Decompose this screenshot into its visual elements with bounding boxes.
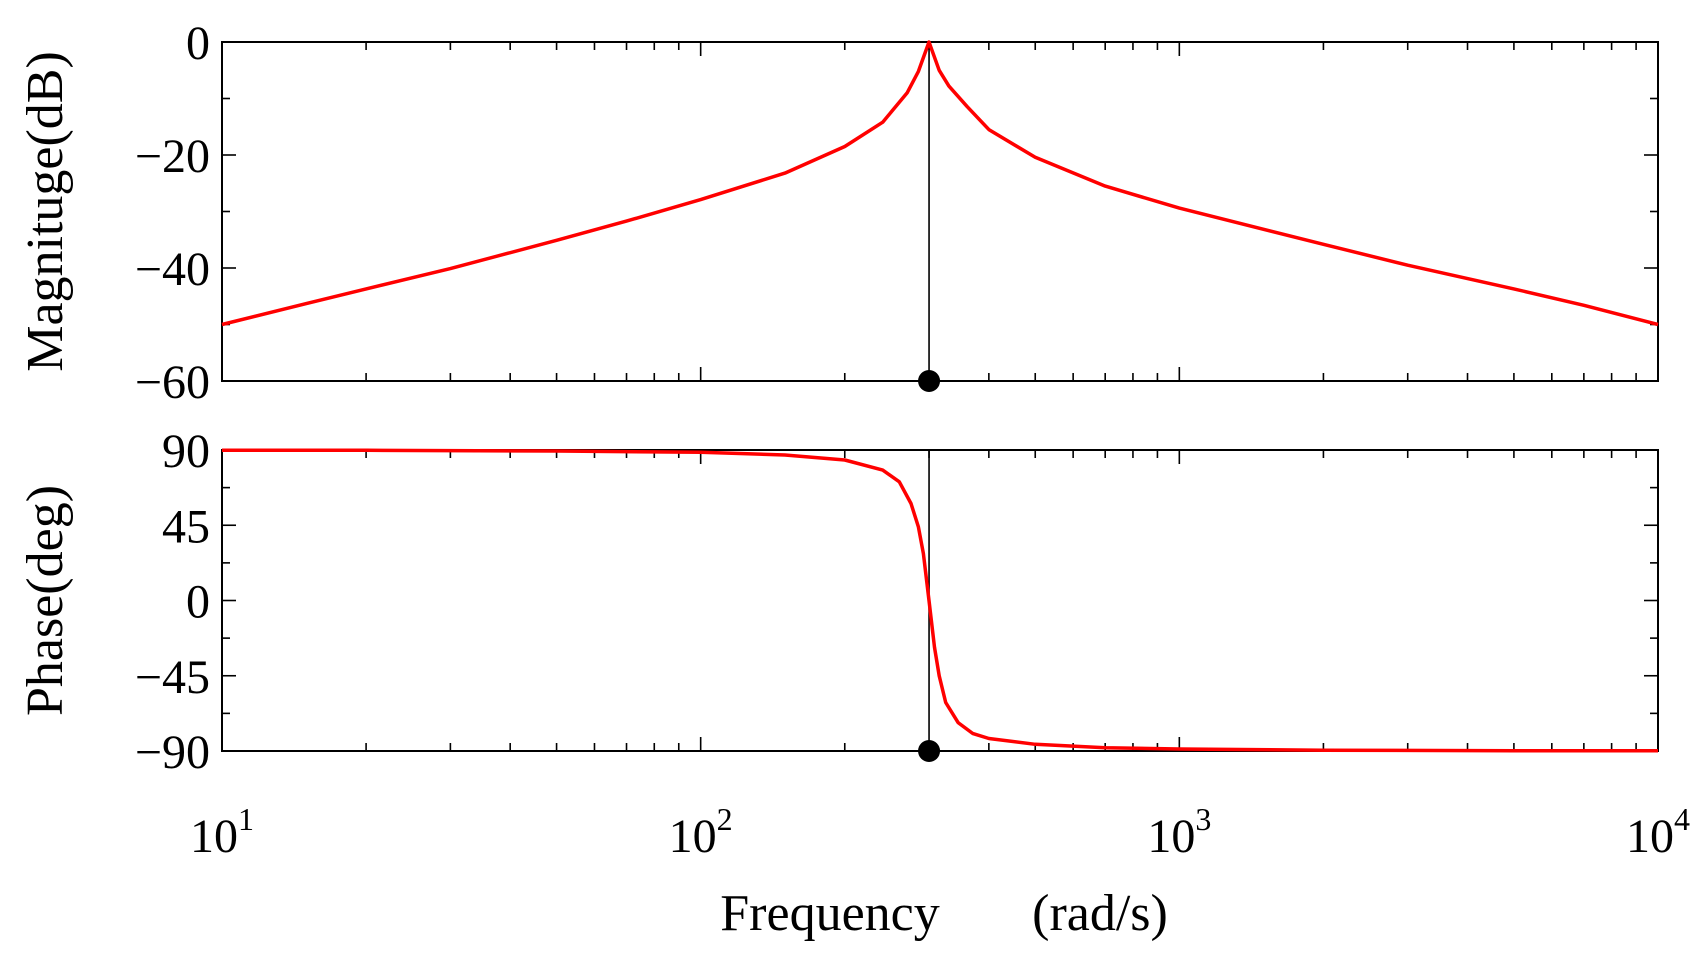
x-tick-label: 102 xyxy=(669,801,733,863)
phase-panel: 90 45 0 −45 −90 Phase(deg) xyxy=(17,425,1659,779)
y-tick-label: −20 xyxy=(135,130,210,183)
y-tick-label: −45 xyxy=(135,651,210,704)
x-axis-title: Frequency xyxy=(720,885,939,942)
x-tick-label: 104 xyxy=(1626,801,1690,863)
y-tick-label: −40 xyxy=(135,243,210,296)
resonance-marker-dot xyxy=(918,370,941,392)
y-tick-label: 0 xyxy=(186,17,210,70)
response-curve xyxy=(221,40,1659,327)
y-tick-label: 0 xyxy=(186,576,210,629)
y-axis-title: Magnituge(dB) xyxy=(17,51,74,372)
x-axis-unit: (rad/s) xyxy=(1032,885,1168,942)
plot-frame xyxy=(221,41,1659,382)
resonance-marker-dot xyxy=(918,740,941,762)
y-tick-label: 45 xyxy=(162,500,210,553)
response-curve xyxy=(221,448,1659,753)
magnitude-panel: 0 −20 −40 −60 Magnituge(dB) xyxy=(17,17,1659,409)
x-tick-label: 103 xyxy=(1147,801,1211,863)
y-tick-label: −90 xyxy=(135,726,210,779)
plot-frame xyxy=(221,449,1659,752)
frequency-axis: 101 102 103 104 Frequency (rad/s) xyxy=(190,801,1690,942)
y-tick-label: −60 xyxy=(135,356,210,409)
x-tick-label: 101 xyxy=(190,801,254,863)
y-axis-title: Phase(deg) xyxy=(17,485,74,716)
y-tick-label: 90 xyxy=(162,425,210,478)
